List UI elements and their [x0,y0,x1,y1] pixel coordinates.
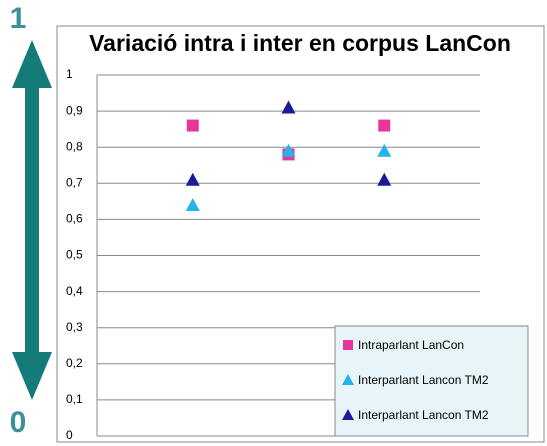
y-tick-label: 0,3 [66,320,83,334]
y-tick-label: 0,8 [66,139,83,153]
scale-top-label: 1 [10,2,27,35]
double-arrow [12,40,52,400]
marker-triangle [281,143,296,157]
marker-triangle [185,172,200,186]
legend-label: Interparlant Lancon TM2 [358,373,489,387]
chart-title: Variació intra i inter en corpus LanCon [89,30,511,56]
marker-triangle [377,143,392,157]
y-tick-label: 1 [66,67,73,81]
legend-marker [343,340,353,350]
y-tick-label: 0,4 [66,284,83,298]
legend-box [334,325,529,437]
legend-marker [342,409,354,420]
y-tick-label: 0,2 [66,356,83,370]
scale-bottom-label: 0 [10,406,27,439]
marker-triangle [185,197,200,211]
legend-label: Interparlant Lancon TM2 [358,408,489,422]
y-tick-label: 0,9 [66,103,83,117]
legend-marker [342,374,354,385]
legend-label: Intraparlant LanCon [358,338,464,352]
y-tick-label: 0,6 [66,212,83,226]
y-tick-label: 0,7 [66,175,83,189]
marker-triangle [281,100,296,114]
marker-square [186,119,199,132]
y-tick-label: 0 [66,428,73,442]
y-tick-label: 0,1 [66,392,83,406]
marker-square [378,119,391,132]
marker-triangle [377,172,392,186]
y-tick-label: 0,5 [66,248,83,262]
